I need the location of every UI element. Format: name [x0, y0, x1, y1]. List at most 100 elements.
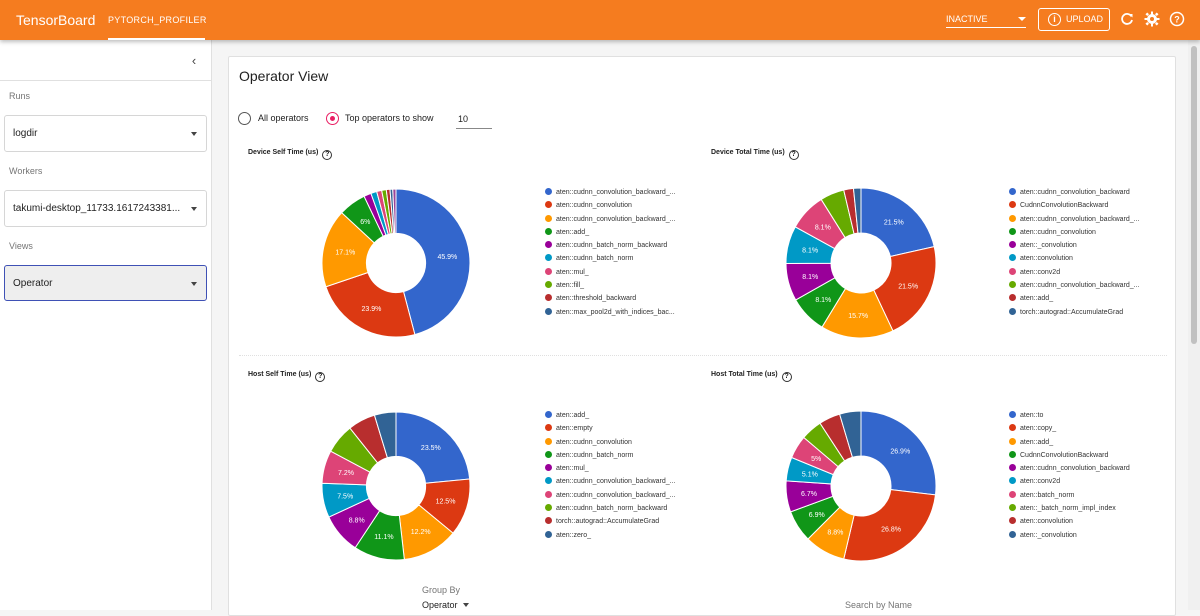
- plugin-select[interactable]: INACTIVE: [946, 11, 1026, 28]
- legend-swatch: [545, 267, 552, 275]
- legend-label: torch::autograd::AccumulateGrad: [556, 518, 660, 526]
- pie-slice[interactable]: [852, 187, 862, 234]
- legend-item[interactable]: aten::cudnn_batch_norm: [545, 449, 675, 462]
- help-icon[interactable]: ?: [315, 372, 326, 382]
- slice-label: 7.5%: [337, 494, 353, 501]
- legend-item[interactable]: aten::cudnn_convolution_backward: [1009, 186, 1139, 199]
- legend-item[interactable]: aten::_batch_norm_impl_index: [1009, 502, 1130, 515]
- legend-item[interactable]: aten::copy_: [1009, 422, 1130, 435]
- help-icon[interactable]: ?: [781, 372, 792, 382]
- legend-swatch: [1009, 267, 1016, 275]
- chart-title-text: Host Total Time (us): [711, 371, 778, 378]
- pie-slice[interactable]: [392, 188, 397, 234]
- runs-select[interactable]: logdir: [4, 115, 207, 152]
- legend-item[interactable]: aten::threshold_backward: [545, 292, 675, 305]
- pie-slice[interactable]: [373, 411, 397, 459]
- top-operators-input[interactable]: 10: [456, 112, 492, 129]
- page-scrollbar[interactable]: [1188, 40, 1200, 610]
- legend-item[interactable]: aten::mul_: [545, 266, 675, 279]
- legend-swatch: [545, 241, 552, 249]
- legend-item[interactable]: aten::max_pool2d_with_indices_bac...: [545, 306, 675, 319]
- legend-label: aten::add_: [1020, 438, 1054, 446]
- legend-item[interactable]: aten::cudnn_convolution_backward: [1009, 462, 1130, 475]
- legend-item[interactable]: aten::to: [1009, 409, 1130, 422]
- legend-swatch: [545, 450, 552, 458]
- pie-slice[interactable]: [839, 410, 862, 458]
- legend-swatch: [1009, 437, 1016, 445]
- pie-slice[interactable]: [860, 410, 937, 496]
- caret-down-icon: [191, 132, 197, 136]
- legend-item[interactable]: aten::_convolution: [1009, 529, 1130, 542]
- caret-down-icon: [191, 207, 197, 211]
- legend-item[interactable]: aten::cudnn_batch_norm_backward: [545, 502, 675, 515]
- refresh-icon[interactable]: [1119, 11, 1135, 27]
- views-select[interactable]: Operator: [4, 265, 207, 301]
- workers-select-value: takumi-desktop_11733.1617243381...: [13, 203, 181, 214]
- legend-item[interactable]: aten::add_: [1009, 436, 1130, 449]
- legend-item[interactable]: aten::convolution: [1009, 515, 1130, 528]
- legend-swatch: [1009, 241, 1016, 249]
- legend-item[interactable]: torch::autograd::AccumulateGrad: [545, 515, 675, 528]
- tab-pytorch-profiler[interactable]: PYTORCH_PROFILER: [108, 0, 206, 40]
- legend-swatch: [545, 437, 552, 445]
- legend-item[interactable]: aten::cudnn_convolution_backward_...: [1009, 213, 1139, 226]
- legend-label: aten::cudnn_batch_norm: [556, 255, 634, 263]
- legend-host-total: aten::to aten::copy_aten::add_CudnnConvol…: [1009, 409, 1130, 542]
- legend-item[interactable]: aten::cudnn_convolution_backward_...: [545, 186, 675, 199]
- legend-item[interactable]: aten::cudnn_convolution: [545, 436, 675, 449]
- pie-slice[interactable]: [860, 187, 935, 258]
- legend-label: aten::add_: [1020, 295, 1054, 303]
- legend-item[interactable]: aten::cudnn_batch_norm: [545, 252, 675, 265]
- legend-swatch: [1009, 201, 1016, 209]
- group-by-select[interactable]: Operator: [422, 600, 469, 610]
- legend-item[interactable]: aten::cudnn_convolution_backward_...: [545, 475, 675, 488]
- legend-item[interactable]: CudnnConvolutionBackward: [1009, 199, 1139, 212]
- legend-label: aten::conv2d: [1020, 268, 1061, 276]
- scrollbar-thumb[interactable]: [1191, 46, 1197, 344]
- chart-title-host-self: Host Self Time (us)?: [248, 371, 326, 382]
- radio-all-operators[interactable]: [238, 112, 251, 125]
- legend-item[interactable]: aten::empty: [545, 422, 675, 435]
- pie-chart-device-self: 45.9% 23.9% 17.1% 6%: [321, 188, 471, 338]
- legend-item[interactable]: aten::batch_norm: [1009, 489, 1130, 502]
- workers-select[interactable]: takumi-desktop_11733.1617243381...: [4, 190, 207, 227]
- legend-label: aten::_convolution: [1020, 531, 1077, 539]
- help-icon[interactable]: ?: [788, 150, 799, 160]
- pie-slice[interactable]: [395, 411, 471, 484]
- legend-item[interactable]: aten::cudnn_convolution_backward_...: [545, 489, 675, 502]
- legend-item[interactable]: aten::cudnn_convolution: [545, 199, 675, 212]
- pie-slice[interactable]: [325, 271, 416, 338]
- legend-item[interactable]: torch::autograd::AccumulateGrad: [1009, 306, 1139, 319]
- slice-label: 12.5%: [436, 499, 456, 506]
- legend-item[interactable]: aten::conv2d: [1009, 475, 1130, 488]
- legend-item[interactable]: aten::zero_: [545, 529, 675, 542]
- pie-slice[interactable]: [873, 246, 937, 332]
- legend-item[interactable]: aten::fill_: [545, 279, 675, 292]
- pie-slice[interactable]: [843, 489, 937, 562]
- settings-icon[interactable]: [1144, 11, 1160, 27]
- legend-item[interactable]: aten::add_: [545, 226, 675, 239]
- upload-button[interactable]: i UPLOAD: [1038, 8, 1110, 31]
- legend-item[interactable]: CudnnConvolutionBackward: [1009, 449, 1130, 462]
- chart-title-device-total: Device Total Time (us)?: [711, 149, 799, 160]
- legend-item[interactable]: aten::add_: [1009, 292, 1139, 305]
- help-icon[interactable]: ?: [1169, 11, 1185, 27]
- help-icon[interactable]: ?: [322, 150, 333, 160]
- legend-label: torch::autograd::AccumulateGrad: [1020, 308, 1124, 316]
- legend-item[interactable]: aten::convolution: [1009, 252, 1139, 265]
- legend-item[interactable]: aten::cudnn_batch_norm_backward: [545, 239, 675, 252]
- radio-top-operators[interactable]: [326, 112, 339, 125]
- legend-label: aten::convolution: [1020, 255, 1073, 263]
- pie-slice[interactable]: [395, 188, 471, 336]
- slice-label: 6.9%: [809, 512, 825, 519]
- legend-item[interactable]: aten::cudnn_convolution_backward_...: [1009, 279, 1139, 292]
- legend-item[interactable]: aten::conv2d: [1009, 266, 1139, 279]
- legend-swatch: [1009, 530, 1016, 538]
- legend-item[interactable]: aten::cudnn_convolution: [1009, 226, 1139, 239]
- legend-item[interactable]: aten::_convolution: [1009, 239, 1139, 252]
- chevron-left-icon[interactable]: ‹: [191, 53, 197, 68]
- legend-swatch: [545, 530, 552, 538]
- legend-item[interactable]: aten::mul_: [545, 462, 675, 475]
- legend-item[interactable]: aten::cudnn_convolution_backward_...: [545, 213, 675, 226]
- legend-item[interactable]: aten::add_: [545, 409, 675, 422]
